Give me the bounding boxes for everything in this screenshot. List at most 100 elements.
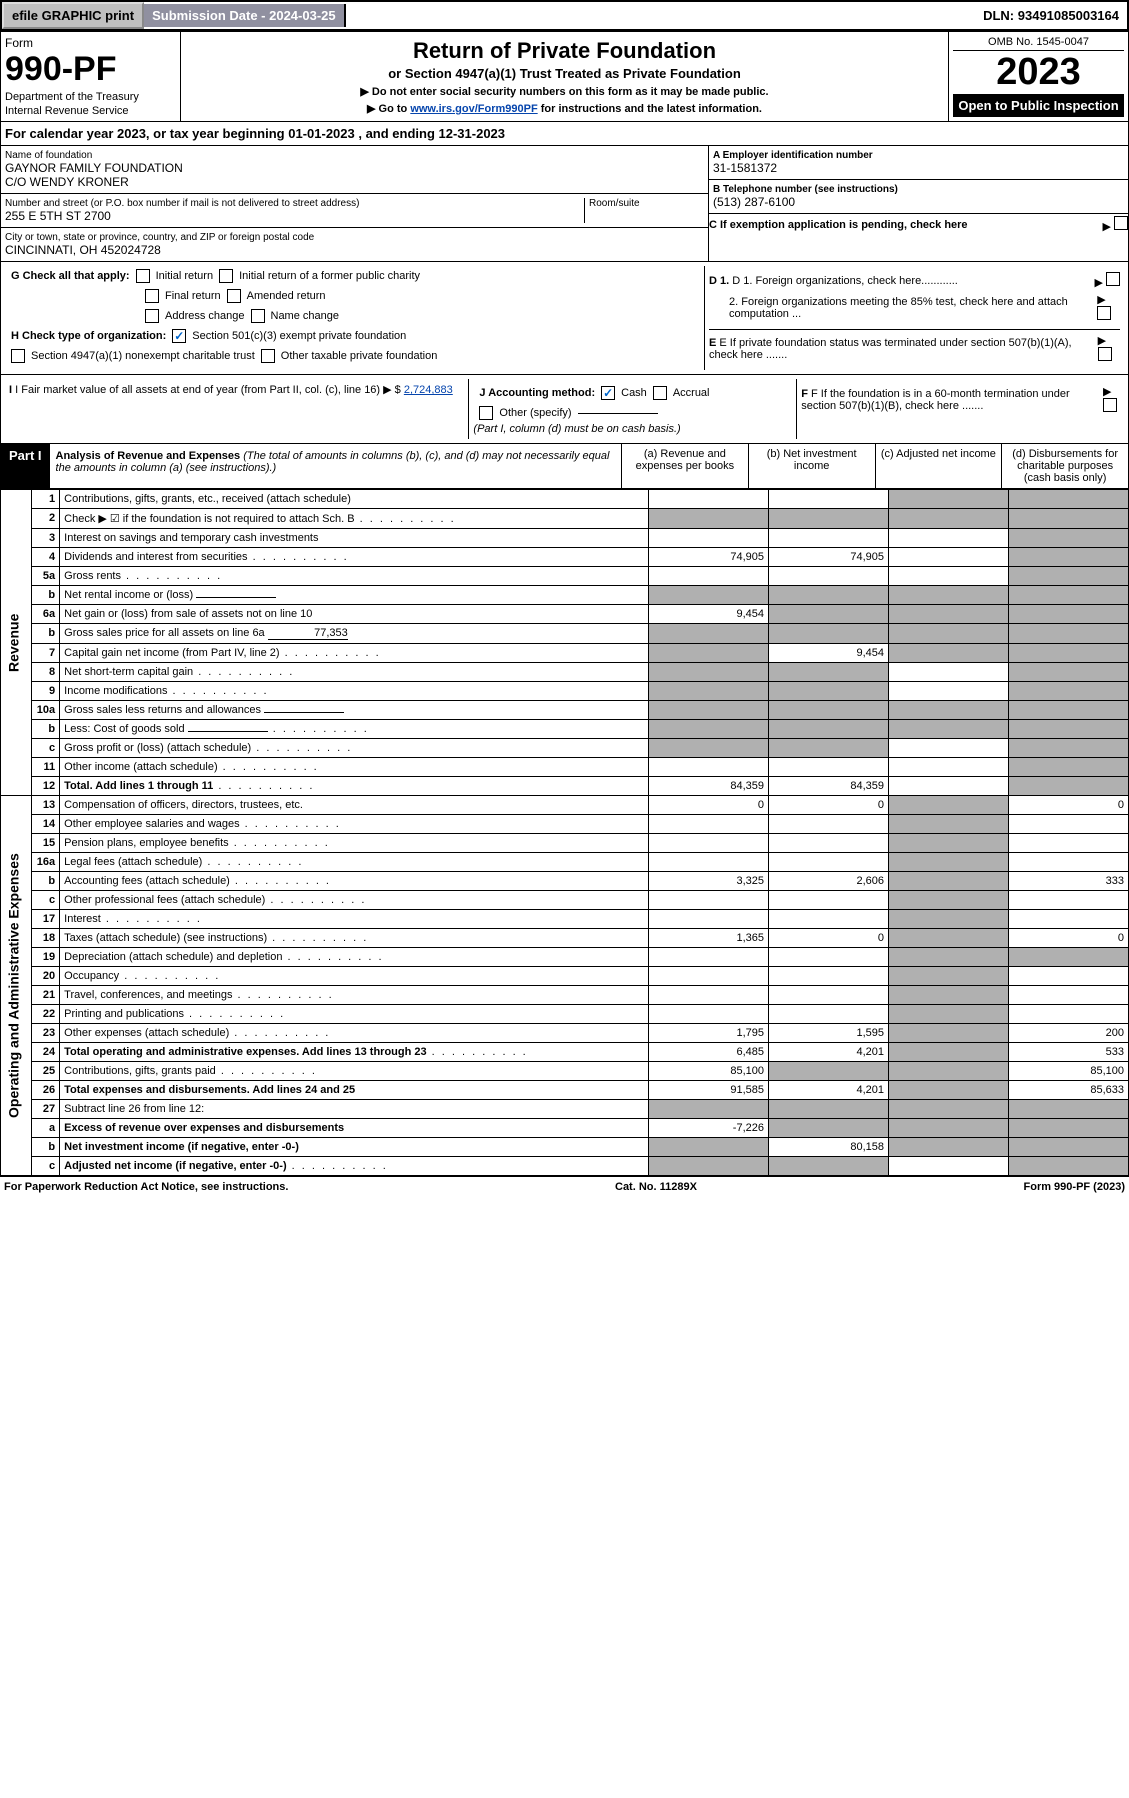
value-cell	[889, 701, 1009, 720]
value-cell: 200	[1009, 1024, 1129, 1043]
fmv-link[interactable]: 2,724,883	[404, 384, 453, 396]
c-checkbox[interactable]	[1114, 216, 1128, 230]
table-row: 21Travel, conferences, and meetings	[1, 986, 1129, 1005]
value-cell	[1009, 967, 1129, 986]
line-description: Capital gain net income (from Part IV, l…	[60, 644, 649, 663]
value-cell	[1009, 509, 1129, 529]
tax-year: 2023	[953, 51, 1124, 94]
value-cell	[649, 682, 769, 701]
value-cell: 0	[649, 796, 769, 815]
line-number: 24	[32, 1043, 60, 1062]
col-d-header: (d) Disbursements for charitable purpose…	[1001, 444, 1128, 488]
line-description: Dividends and interest from securities	[60, 548, 649, 567]
table-row: 14Other employee salaries and wages	[1, 815, 1129, 834]
table-row: 7Capital gain net income (from Part IV, …	[1, 644, 1129, 663]
line-number: 21	[32, 986, 60, 1005]
value-cell	[889, 490, 1009, 509]
line-number: 18	[32, 929, 60, 948]
dept-treasury: Department of the Treasury	[5, 91, 176, 103]
value-cell	[769, 682, 889, 701]
value-cell: 9,454	[769, 644, 889, 663]
line-description: Total. Add lines 1 through 11	[60, 777, 649, 796]
table-row: 16aLegal fees (attach schedule)	[1, 853, 1129, 872]
header-mid: Return of Private Foundation or Section …	[181, 32, 948, 121]
table-row: bNet rental income or (loss)	[1, 586, 1129, 605]
goto-link-line: ▶ Go to www.irs.gov/Form990PF for instru…	[187, 102, 942, 115]
e-checkbox[interactable]	[1098, 347, 1112, 361]
d1-checkbox[interactable]	[1106, 272, 1120, 286]
j-cell: J Accounting method: Cash Accrual Other …	[469, 379, 797, 439]
city-cell: City or town, state or province, country…	[1, 228, 708, 261]
line-number: 6a	[32, 605, 60, 624]
value-cell	[889, 529, 1009, 548]
value-cell	[1009, 682, 1129, 701]
entity-info: Name of foundation GAYNOR FAMILY FOUNDAT…	[0, 146, 1129, 262]
value-cell	[769, 739, 889, 758]
value-cell	[1009, 739, 1129, 758]
submission-date: Submission Date - 2024-03-25	[144, 4, 346, 27]
phone-cell: B Telephone number (see instructions) (5…	[709, 180, 1128, 214]
paperwork-notice: For Paperwork Reduction Act Notice, see …	[4, 1181, 288, 1193]
line-description: Subtract line 26 from line 12:	[60, 1100, 649, 1119]
value-cell	[649, 967, 769, 986]
value-cell	[889, 720, 1009, 739]
part1-badge: Part I	[1, 444, 50, 488]
value-cell	[889, 1005, 1009, 1024]
value-cell: 2,606	[769, 872, 889, 891]
line-number: 2	[32, 509, 60, 529]
col-a-header: (a) Revenue and expenses per books	[621, 444, 748, 488]
h-row: H Check type of organization: Section 50…	[5, 326, 704, 346]
value-cell: 1,795	[649, 1024, 769, 1043]
value-cell	[649, 986, 769, 1005]
value-cell	[649, 720, 769, 739]
value-cell: 80,158	[769, 1138, 889, 1157]
line-number: 16a	[32, 853, 60, 872]
value-cell	[1009, 1100, 1129, 1119]
value-cell	[649, 834, 769, 853]
g-address-checkbox[interactable]	[145, 309, 159, 323]
g-initial-former-checkbox[interactable]	[219, 269, 233, 283]
e-row: E E If private foundation status was ter…	[709, 329, 1120, 366]
g-initial-checkbox[interactable]	[136, 269, 150, 283]
j-other-checkbox[interactable]	[479, 406, 493, 420]
value-cell: 84,359	[649, 777, 769, 796]
f-checkbox[interactable]	[1103, 398, 1117, 412]
j-cash-checkbox[interactable]	[601, 386, 615, 400]
h-other-checkbox[interactable]	[261, 349, 275, 363]
efile-print-button[interactable]: efile GRAPHIC print	[2, 2, 144, 29]
value-cell	[769, 891, 889, 910]
g-name-checkbox[interactable]	[251, 309, 265, 323]
value-cell	[649, 948, 769, 967]
value-cell: 0	[769, 796, 889, 815]
line-number: 19	[32, 948, 60, 967]
j-accrual-checkbox[interactable]	[653, 386, 667, 400]
form-ref: Form 990-PF (2023)	[1024, 1181, 1125, 1193]
g-final-checkbox[interactable]	[145, 289, 159, 303]
g-amended-checkbox[interactable]	[227, 289, 241, 303]
header-right: OMB No. 1545-0047 2023 Open to Public In…	[948, 32, 1128, 121]
form-number: 990-PF	[5, 50, 176, 89]
value-cell	[889, 948, 1009, 967]
value-cell: 85,633	[1009, 1081, 1129, 1100]
line-description: Contributions, gifts, grants, etc., rece…	[60, 490, 649, 509]
line-number: 26	[32, 1081, 60, 1100]
value-cell	[649, 701, 769, 720]
table-row: 3Interest on savings and temporary cash …	[1, 529, 1129, 548]
irs-link[interactable]: www.irs.gov/Form990PF	[410, 103, 537, 115]
h-501c3-checkbox[interactable]	[172, 329, 186, 343]
table-row: 25Contributions, gifts, grants paid85,10…	[1, 1062, 1129, 1081]
value-cell	[889, 682, 1009, 701]
line-description: Income modifications	[60, 682, 649, 701]
i-cell: I I Fair market value of all assets at e…	[5, 379, 469, 439]
value-cell: 74,905	[649, 548, 769, 567]
line-number: 20	[32, 967, 60, 986]
value-cell	[1009, 948, 1129, 967]
h-4947-checkbox[interactable]	[11, 349, 25, 363]
value-cell	[769, 509, 889, 529]
value-cell: 74,905	[769, 548, 889, 567]
g-row: G Check all that apply: Initial return I…	[5, 266, 704, 286]
header-left: Form 990-PF Department of the Treasury I…	[1, 32, 181, 121]
d2-checkbox[interactable]	[1097, 306, 1111, 320]
value-cell	[889, 586, 1009, 605]
value-cell	[649, 853, 769, 872]
